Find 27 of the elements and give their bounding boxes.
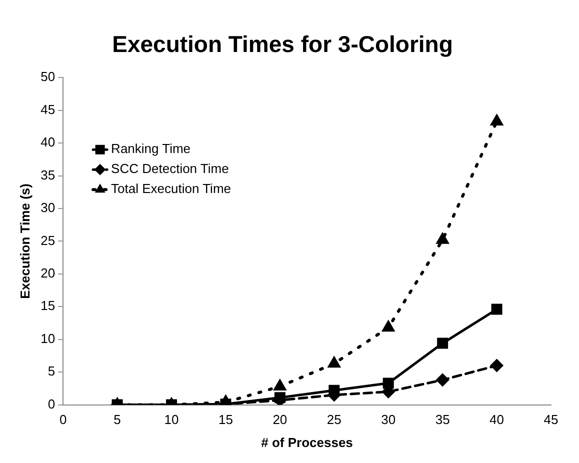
x-tick-label: 20: [272, 412, 288, 428]
x-tick-label: 35: [435, 412, 450, 428]
legend-label: SCC Detection Time: [111, 161, 229, 176]
x-tick-label: 40: [490, 412, 504, 428]
x-tick-label: 30: [381, 412, 396, 428]
chart-title: Execution Times for 3-Coloring: [112, 31, 453, 58]
y-tick-label: 45: [40, 102, 56, 117]
x-tick-label: 45: [544, 412, 558, 428]
y-tick-label: 35: [40, 167, 56, 182]
x-tick-label: 0: [59, 412, 67, 428]
y-tick-label: 30: [40, 200, 56, 216]
x-tick-label: 25: [326, 412, 342, 428]
legend-label: Total Execution Time: [111, 181, 232, 196]
legend-label: Ranking Time: [111, 141, 191, 156]
y-tick-label: 20: [40, 266, 56, 280]
y-tick-label: 50: [40, 69, 56, 84]
y-tick-label: 5: [48, 364, 56, 379]
y-tick-label: 10: [40, 330, 56, 346]
y-tick-label: 25: [40, 232, 56, 248]
x-tick-label: 15: [218, 412, 233, 428]
x-tick-label: 5: [114, 412, 121, 428]
y-tick-label: 40: [40, 134, 56, 150]
y-tick-label: 15: [40, 298, 56, 314]
y-tick-label: 0: [48, 396, 56, 412]
y-axis-title: Execution Time (s): [17, 184, 32, 299]
x-tick-label: 10: [164, 412, 179, 428]
x-axis-title: # of Processes: [261, 434, 353, 450]
